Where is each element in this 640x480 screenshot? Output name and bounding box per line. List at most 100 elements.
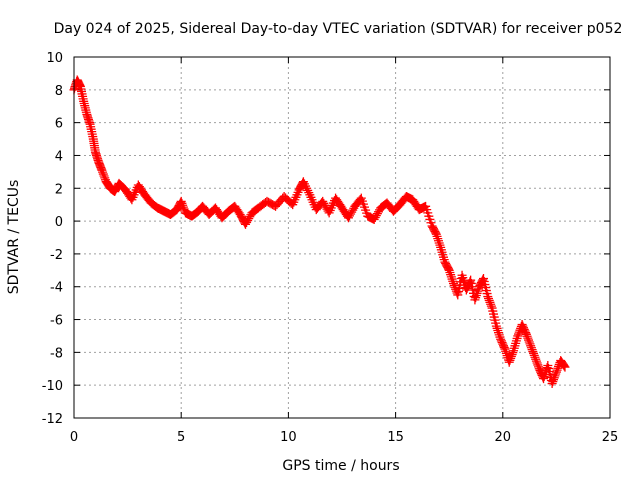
data-point: [299, 179, 309, 189]
grid-lines: [74, 57, 610, 418]
data-point: [523, 333, 533, 343]
data-point: [522, 331, 532, 341]
data-point: [465, 277, 475, 287]
data-point: [531, 356, 541, 366]
data-point: [549, 375, 559, 385]
data-point: [494, 330, 504, 340]
data-point: [521, 329, 531, 339]
data-point: [539, 374, 549, 384]
data-point: [298, 177, 308, 187]
series-0: [69, 75, 570, 389]
y-tick-label: -8: [50, 346, 63, 361]
y-tick-label: 4: [55, 149, 63, 164]
data-point: [436, 245, 446, 255]
y-tick-label: -4: [50, 281, 63, 296]
data-point: [504, 357, 514, 367]
axis-ticks: 0 5 10 15 20 25 -12 -10 -8 -6 -4 -2 0 2 4 6 8 10: [42, 51, 619, 445]
data-point: [524, 337, 534, 347]
data-point: [373, 207, 383, 217]
data-point: [100, 173, 110, 183]
data-point: [511, 338, 521, 348]
data-point: [178, 200, 188, 210]
data-point: [446, 270, 456, 280]
data-point: [509, 343, 519, 353]
data-point: [434, 238, 444, 248]
x-tick-label: 10: [280, 430, 297, 445]
data-point: [446, 272, 456, 282]
data-point: [99, 171, 109, 181]
y-tick-label: 10: [46, 51, 63, 66]
data-point: [433, 236, 443, 246]
data-point: [501, 348, 511, 358]
data-point: [512, 333, 522, 343]
data-point: [370, 213, 380, 223]
data-point: [486, 299, 496, 309]
data-point: [355, 194, 365, 204]
data-point: [445, 268, 455, 278]
data-point: [478, 275, 488, 285]
y-tick-label: -6: [50, 314, 63, 329]
data-point: [242, 217, 252, 227]
data-point: [491, 321, 501, 331]
data-point: [500, 344, 510, 354]
data-point: [485, 297, 495, 307]
x-tick-label: 20: [495, 430, 512, 445]
data-point: [438, 250, 448, 260]
data-point: [530, 352, 540, 362]
data-point: [533, 360, 543, 370]
data-point: [371, 211, 381, 221]
data-point: [245, 212, 255, 222]
data-point: [505, 355, 515, 365]
data-point: [435, 240, 445, 250]
data-point: [529, 348, 539, 358]
x-tick-label: 25: [602, 430, 619, 445]
data-point: [548, 377, 558, 387]
data-point: [494, 328, 504, 338]
data-point: [437, 247, 447, 257]
y-tick-label: -10: [42, 379, 63, 394]
data-point: [524, 335, 534, 345]
y-tick-label: 0: [55, 215, 63, 230]
data-point: [551, 367, 561, 377]
data-point: [433, 234, 443, 244]
data-point: [347, 207, 357, 217]
data-series: [69, 75, 570, 389]
data-point: [547, 379, 557, 389]
data-point: [527, 345, 537, 355]
data-point: [372, 209, 382, 219]
data-point: [506, 353, 516, 363]
data-point: [484, 293, 494, 303]
data-point: [499, 342, 509, 352]
data-point: [472, 288, 482, 298]
x-tick-label: 15: [387, 430, 404, 445]
data-point: [507, 350, 517, 360]
data-point: [526, 341, 536, 351]
y-tick-label: -12: [42, 412, 63, 427]
data-point: [343, 213, 353, 223]
data-point: [492, 323, 502, 333]
data-point: [506, 351, 516, 361]
data-point: [97, 165, 107, 175]
data-point: [495, 332, 505, 342]
y-tick-label: 8: [55, 84, 63, 99]
data-point: [243, 216, 253, 226]
chart-title: Day 024 of 2025, Sidereal Day-to-day VTE…: [54, 21, 623, 37]
data-point: [539, 371, 549, 381]
data-point: [542, 363, 552, 373]
data-point: [560, 362, 570, 372]
data-point: [369, 214, 379, 224]
data-point: [447, 274, 457, 284]
data-point: [552, 365, 562, 375]
data-point: [526, 343, 536, 353]
data-point: [301, 181, 311, 191]
data-point: [244, 214, 254, 224]
data-point: [528, 347, 538, 357]
data-point: [319, 198, 329, 208]
data-point: [508, 348, 518, 358]
data-point: [559, 361, 569, 371]
data-point: [493, 325, 503, 335]
x-tick-label: 5: [177, 430, 185, 445]
data-point: [525, 339, 535, 349]
data-point: [444, 265, 454, 275]
data-point: [514, 329, 524, 339]
